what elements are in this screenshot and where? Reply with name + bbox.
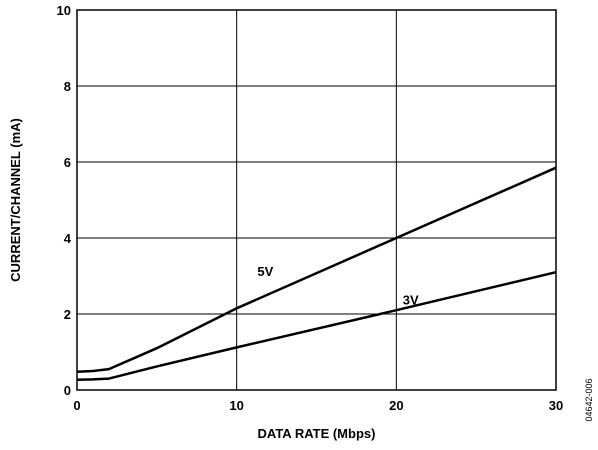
series-line-3v	[76, 270, 557, 381]
x-tick-label: 30	[549, 398, 563, 413]
y-axis-title: CURRENT/CHANNEL (mA)	[8, 118, 23, 282]
x-axis-title: DATA RATE (Mbps)	[258, 426, 376, 441]
y-tick-label: 2	[64, 307, 71, 322]
x-tick-label: 20	[389, 398, 403, 413]
x-tick-label: 0	[73, 398, 80, 413]
y-tick-label: 0	[64, 383, 71, 398]
series-layer	[76, 166, 557, 381]
figure-id-label: 04642-006	[584, 378, 594, 421]
y-tick-label: 10	[57, 3, 71, 18]
series-label-3v: 3V	[403, 293, 419, 308]
y-tick-label: 6	[64, 155, 71, 170]
y-tick-label: 4	[64, 231, 72, 246]
y-tick-label: 8	[64, 79, 71, 94]
x-tick-label: 10	[229, 398, 243, 413]
tick-label-layer: 0 10 20 30 0 2 4 6 8 10	[57, 3, 564, 413]
plot-frame	[76, 9, 557, 391]
series-label-5v: 5V	[257, 264, 273, 279]
series-line-5v	[76, 166, 557, 374]
